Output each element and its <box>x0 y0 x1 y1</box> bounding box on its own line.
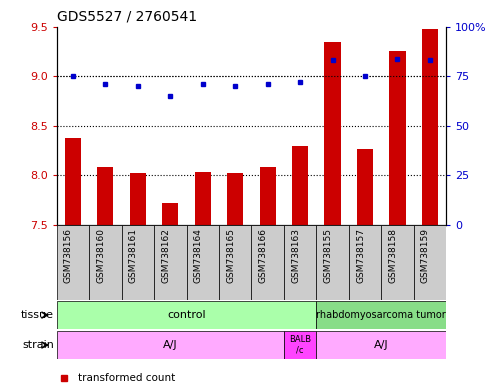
Text: strain: strain <box>22 340 54 350</box>
Bar <box>57 331 284 359</box>
Bar <box>186 225 219 300</box>
Bar <box>422 29 438 225</box>
Text: tissue: tissue <box>21 310 54 320</box>
Bar <box>324 42 341 225</box>
Text: rhabdomyosarcoma tumor: rhabdomyosarcoma tumor <box>317 310 446 320</box>
Bar <box>89 225 122 300</box>
Bar <box>284 225 317 300</box>
Bar <box>162 203 178 225</box>
Bar <box>357 149 373 225</box>
Text: A/J: A/J <box>374 340 388 350</box>
Text: GSM738157: GSM738157 <box>356 228 365 283</box>
Text: transformed count: transformed count <box>78 373 176 383</box>
Bar <box>154 225 186 300</box>
Text: GSM738159: GSM738159 <box>421 228 430 283</box>
Text: GSM738166: GSM738166 <box>259 228 268 283</box>
Bar <box>57 225 89 300</box>
Bar <box>251 225 284 300</box>
Text: A/J: A/J <box>163 340 177 350</box>
Bar <box>227 173 244 225</box>
Bar <box>317 301 446 329</box>
Bar <box>65 137 81 225</box>
Text: GSM738160: GSM738160 <box>96 228 106 283</box>
Text: GDS5527 / 2760541: GDS5527 / 2760541 <box>57 9 197 23</box>
Bar <box>57 301 317 329</box>
Bar <box>195 172 211 225</box>
Text: BALB
/c: BALB /c <box>289 335 311 355</box>
Bar <box>130 173 146 225</box>
Text: GSM738165: GSM738165 <box>226 228 235 283</box>
Bar <box>317 225 349 300</box>
Text: GSM738158: GSM738158 <box>388 228 397 283</box>
Bar <box>317 331 446 359</box>
Text: GSM738162: GSM738162 <box>161 228 170 283</box>
Bar <box>381 225 414 300</box>
Text: GSM738161: GSM738161 <box>129 228 138 283</box>
Bar <box>122 225 154 300</box>
Bar <box>259 167 276 225</box>
Bar <box>284 331 317 359</box>
Text: GSM738164: GSM738164 <box>194 228 203 283</box>
Bar <box>219 225 251 300</box>
Bar <box>414 225 446 300</box>
Text: control: control <box>167 310 206 320</box>
Text: GSM738156: GSM738156 <box>64 228 73 283</box>
Text: GSM738163: GSM738163 <box>291 228 300 283</box>
Bar <box>349 225 381 300</box>
Bar <box>97 167 113 225</box>
Bar <box>389 51 406 225</box>
Text: GSM738155: GSM738155 <box>323 228 333 283</box>
Bar <box>292 146 308 225</box>
